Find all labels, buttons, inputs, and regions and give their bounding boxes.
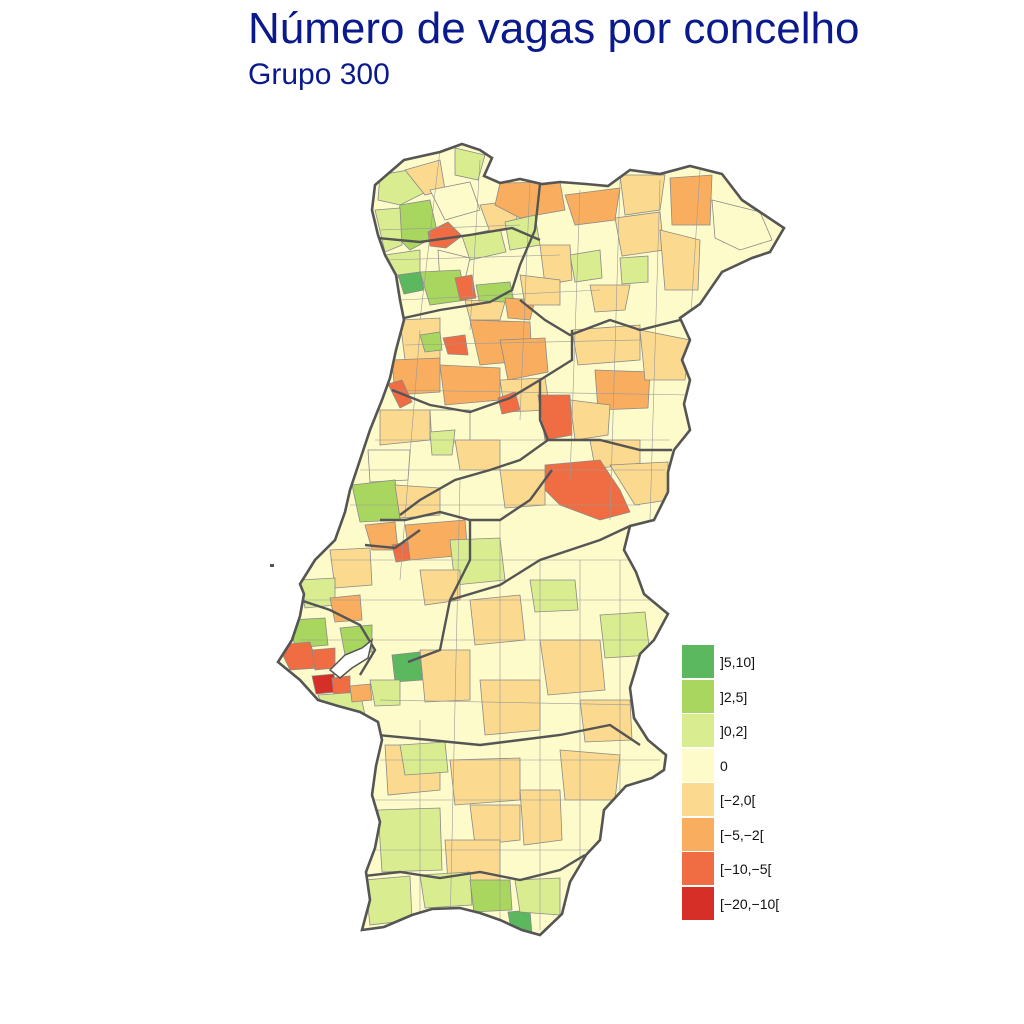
map-subtitle: Grupo 300 — [248, 58, 390, 91]
legend-label: ]5,10] — [720, 654, 756, 670]
municipality-region — [429, 181, 481, 221]
legend-swatch — [682, 783, 714, 816]
municipality-region — [299, 577, 336, 609]
municipality-region — [329, 547, 373, 589]
municipality-region — [497, 391, 521, 415]
municipality-region — [391, 651, 423, 683]
municipality-region — [454, 147, 486, 181]
municipality-region — [659, 229, 701, 291]
municipality-region — [639, 329, 691, 381]
legend-swatch — [682, 748, 714, 782]
municipality-region — [367, 449, 411, 483]
municipality-region — [594, 369, 651, 411]
legend-label: [−20,−10[ — [720, 895, 780, 912]
municipality-region — [619, 255, 649, 285]
legend-label: [−2,0[ — [720, 792, 756, 808]
municipality-region — [351, 479, 401, 523]
municipality-region — [529, 579, 579, 613]
country-outline — [276, 142, 786, 937]
municipality-region — [589, 284, 631, 313]
municipality-region — [442, 334, 469, 356]
map-title: Número de vagas por concelho — [248, 4, 860, 53]
legend-label: ]0,2] — [720, 723, 748, 739]
legend-swatch — [682, 714, 714, 747]
municipality-region — [377, 807, 443, 873]
municipality-region — [469, 594, 526, 646]
legend-swatch — [682, 645, 714, 678]
municipality-region — [559, 749, 621, 801]
municipality-region — [499, 337, 549, 381]
municipality-region — [419, 871, 473, 909]
municipality-region — [454, 274, 477, 301]
municipality-region — [439, 364, 501, 406]
berlengas-islet — [270, 564, 274, 567]
municipality-region — [539, 244, 573, 286]
municipality-region — [571, 324, 641, 366]
municipality-region — [711, 199, 773, 251]
municipality-region — [427, 221, 463, 249]
municipality-region — [519, 274, 561, 306]
municipality-region — [519, 789, 563, 846]
legend-label: [−5,−2[ — [720, 826, 764, 843]
municipality-region — [469, 879, 513, 913]
municipality-region — [369, 679, 401, 707]
legend-label: ]2,5] — [720, 688, 748, 705]
tagus-estuary — [328, 638, 374, 679]
legend-swatch — [682, 886, 714, 920]
municipality-region — [569, 399, 611, 441]
legend-label: 0 — [720, 757, 728, 774]
municipality-region — [479, 679, 541, 736]
municipality-region — [397, 271, 425, 295]
municipality-region — [514, 877, 561, 916]
municipality-region — [564, 187, 621, 226]
municipality-region — [461, 227, 507, 261]
municipality-region — [614, 211, 665, 257]
legend-swatch — [682, 817, 714, 851]
municipality-region — [311, 647, 336, 671]
municipal-lines — [300, 149, 701, 931]
municipality-region — [399, 741, 449, 776]
municipality-region — [619, 174, 666, 216]
municipality-region — [569, 249, 603, 283]
legend-swatch — [682, 852, 714, 885]
municipality-region — [349, 683, 373, 703]
municipality-region — [429, 429, 456, 456]
municipality-region — [669, 174, 713, 226]
municipality-region — [419, 649, 471, 703]
district-borders — [299, 183, 681, 882]
municipality-region — [419, 331, 443, 353]
municipality-region — [539, 639, 606, 696]
municipality-region — [449, 757, 521, 806]
legend-swatch — [682, 679, 714, 713]
municipality-region — [454, 439, 501, 471]
legend-label: [−10,−5[ — [720, 861, 772, 877]
municipality-region — [469, 804, 521, 846]
